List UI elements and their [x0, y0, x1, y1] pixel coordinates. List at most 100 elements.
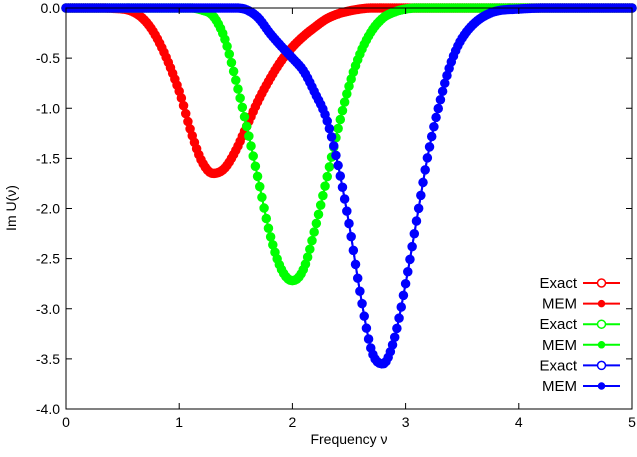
data-point [251, 162, 260, 170]
data-point [349, 246, 358, 255]
data-point [330, 142, 338, 150]
axis-ticks: 0 1 2 3 4 5 0.0 -0.5 -1.0 -1.5 -2.0 -2.5 -3.0 -3.5 -4.… [36, 0, 636, 430]
data-point [427, 132, 436, 141]
data-point [306, 245, 314, 253]
legend-label: MEM [542, 337, 577, 354]
data-point [362, 324, 371, 332]
data-point [390, 333, 399, 341]
data-point [184, 117, 192, 126]
data-point [425, 143, 434, 151]
series-mem-1 [62, 4, 636, 285]
legend-label: Exact [539, 357, 577, 374]
data-point [340, 98, 349, 106]
y-axis-title: Im U(ν) [3, 185, 19, 231]
x-tick-label: 1 [175, 414, 183, 430]
data-point [414, 204, 423, 213]
y-tick-label: -2.0 [36, 201, 60, 217]
data-point [323, 172, 331, 181]
data-point [343, 207, 351, 215]
legend-item: MEM [542, 337, 620, 354]
legend: Exact MEM Exact MEM Exact MEM [539, 275, 620, 395]
data-point [421, 166, 429, 174]
data-point [247, 142, 255, 150]
data-point [338, 183, 347, 192]
data-point [347, 75, 355, 83]
data-point [345, 219, 353, 228]
data-point [443, 71, 451, 80]
x-tick-label: 5 [628, 414, 636, 430]
data-point [321, 182, 329, 190]
y-tick-label: -1.5 [36, 150, 60, 166]
data-point [264, 224, 273, 232]
legend-label: MEM [542, 296, 577, 313]
data-point [399, 291, 408, 300]
data-point [321, 110, 329, 119]
data-point [445, 64, 453, 73]
data-point [314, 210, 323, 219]
data-point [249, 152, 257, 160]
data-point [171, 75, 179, 83]
data-point [349, 68, 358, 76]
data-point [232, 76, 240, 84]
data-point [253, 172, 262, 181]
data-point [351, 260, 360, 269]
data-point [434, 104, 442, 113]
data-point [310, 228, 318, 236]
data-point [262, 214, 271, 223]
data-point [256, 182, 264, 191]
data-point [419, 178, 427, 187]
data-point [325, 163, 334, 171]
data-point [430, 122, 438, 131]
data-point [408, 242, 416, 251]
data-point [325, 124, 334, 133]
data-point [417, 191, 425, 200]
data-point [441, 79, 449, 87]
data-point [334, 124, 342, 133]
x-axis-title: Frequency ν [310, 431, 387, 447]
data-point [175, 87, 183, 95]
data-point [356, 287, 364, 295]
x-tick-label: 2 [289, 414, 297, 430]
data-point [332, 151, 340, 160]
data-point [186, 125, 194, 133]
data-point [334, 161, 342, 170]
x-tick-label: 0 [62, 414, 70, 430]
data-point [242, 122, 251, 131]
data-point [364, 335, 373, 343]
data-point [181, 109, 190, 118]
data-point [432, 113, 440, 122]
data-point [223, 42, 231, 51]
y-tick-label: -3.0 [36, 301, 60, 317]
y-tick-label: -1.0 [36, 100, 60, 116]
y-tick-label: -0.5 [36, 50, 60, 66]
data-point [347, 232, 355, 241]
data-point [229, 67, 238, 76]
data-point [386, 347, 395, 356]
data-point [238, 103, 247, 112]
data-point [190, 138, 199, 147]
data-point [218, 29, 227, 38]
legend-marker [596, 319, 607, 329]
series-exact-2 [61, 3, 637, 369]
data-point [260, 204, 268, 212]
series-exact-1 [61, 3, 637, 286]
data-point [393, 324, 401, 333]
data-point [412, 217, 421, 225]
x-tick-label: 3 [402, 414, 410, 430]
data-point [319, 191, 327, 200]
data-point [269, 241, 277, 249]
legend-marker [597, 382, 606, 390]
data-point [447, 58, 456, 66]
data-point [397, 303, 405, 311]
legend-marker [596, 360, 607, 371]
y-tick-label: -3.5 [36, 351, 60, 367]
data-point [345, 82, 353, 90]
data-point [336, 115, 345, 124]
data-point [436, 96, 445, 104]
y-tick-label: -4.0 [36, 401, 60, 417]
legend-item: MEM [542, 378, 620, 395]
data-point [245, 132, 253, 140]
data-point [327, 133, 336, 141]
data-point [404, 268, 412, 276]
